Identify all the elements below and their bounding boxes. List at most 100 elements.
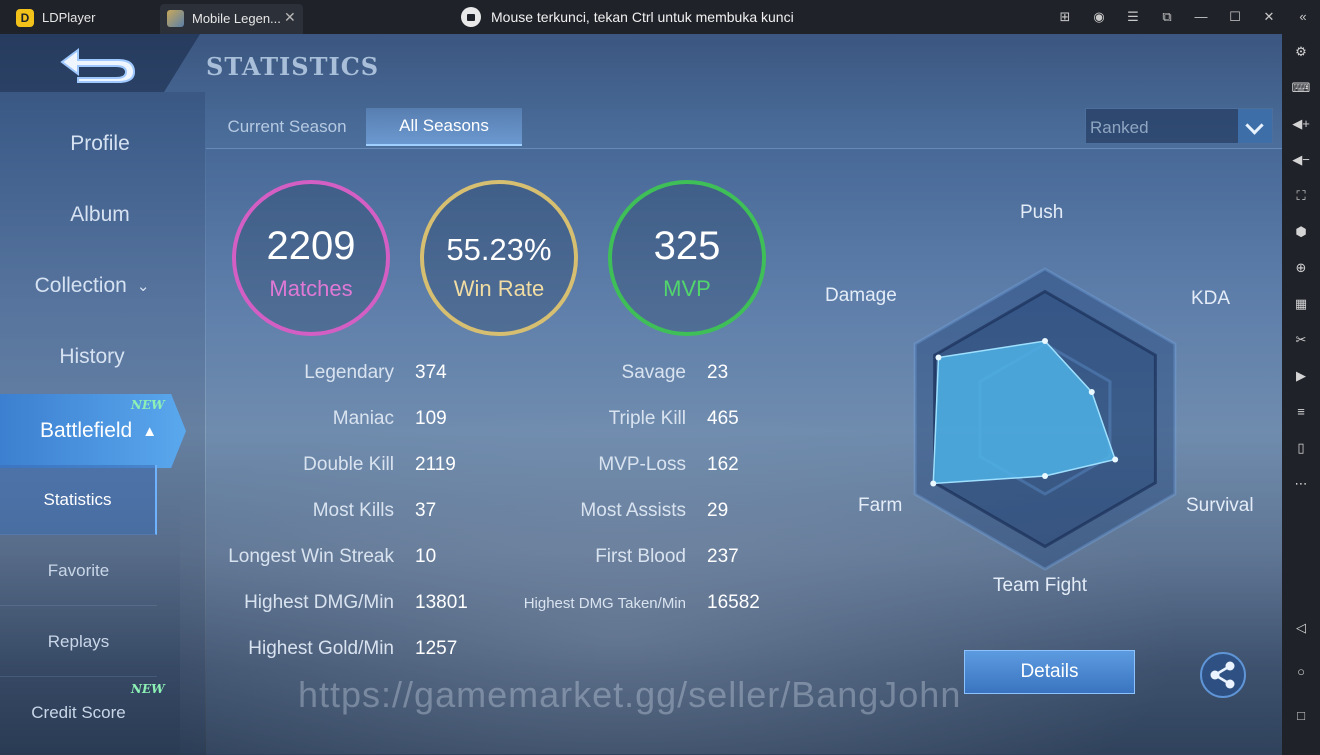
stat-value: 109 <box>415 408 447 429</box>
scissors-icon[interactable]: ✂ <box>1295 332 1307 347</box>
nav-label: Profile <box>70 132 130 155</box>
stat-value: 2119 <box>415 454 456 475</box>
stat-label: Highest DMG/Min <box>244 592 394 613</box>
stat-label: Highest DMG Taken/Min <box>523 595 686 612</box>
nav-item-album[interactable]: Album <box>0 185 200 245</box>
app-name: LDPlayer <box>42 10 96 25</box>
stat-label: Highest Gold/Min <box>248 638 394 659</box>
radar-point-team-fight <box>1042 473 1048 479</box>
volume-down-icon[interactable]: ◀− <box>1292 152 1310 167</box>
collapse-icon[interactable]: « <box>1299 9 1307 24</box>
win-rate-value: 55.23% <box>446 232 552 267</box>
stat-label: Maniac <box>332 408 394 429</box>
gift-icon[interactable]: ⊞ <box>1059 9 1071 24</box>
nav-subitem-replays[interactable]: Replays <box>0 607 157 677</box>
stat-value: 13801 <box>415 592 468 613</box>
nav-label: Replays <box>47 631 110 651</box>
ldplayer-logo-icon: D <box>16 9 34 27</box>
game-thumbnail-icon <box>167 10 184 27</box>
radar-point-survival <box>1112 456 1119 463</box>
tab-current-season[interactable]: Current Season <box>227 117 347 136</box>
stat-label: Legendary <box>304 362 394 383</box>
nav-label: History <box>59 345 125 368</box>
nav-item-profile[interactable]: Profile <box>0 114 200 174</box>
mvp-ring: 325 MVP <box>608 180 766 336</box>
win-rate-ring: 55.23% Win Rate <box>420 180 578 336</box>
stat-label: Most Assists <box>580 500 686 521</box>
back-nav-icon[interactable]: ◁ <box>1296 620 1306 635</box>
stat-value: 37 <box>415 500 437 521</box>
radar-axis-label: Team Fight <box>993 575 1087 596</box>
nav-subitem-credit-score[interactable]: Credit Score <box>0 678 157 748</box>
mouse-lock-message: Mouse terkunci, tekan Ctrl untuk membuka… <box>491 9 794 25</box>
stat-value: 465 <box>707 408 739 429</box>
radar-point-push <box>1042 338 1048 344</box>
emulator-side-toolbar: ⚙ ⌨ ◀+ ◀− ⛶ ⬢ ⊕ ▦ ✂ ▶ ≡ ▯ ⋯ ◁ ○ □ <box>1282 34 1320 755</box>
sync-icon[interactable]: ≡ <box>1297 404 1305 419</box>
share-button[interactable] <box>1200 652 1246 698</box>
multi-instance-icon[interactable]: ⊕ <box>1295 260 1307 275</box>
mvp-value: 325 <box>653 224 721 268</box>
recent-apps-icon[interactable]: □ <box>1297 708 1305 723</box>
nav-label: Battlefield <box>40 419 133 442</box>
nav-label: Credit Score <box>31 703 126 722</box>
nav-subitem-favorite[interactable]: Favorite <box>0 536 157 606</box>
tab-all-seasons[interactable]: All Seasons <box>366 108 522 146</box>
nav-label: Album <box>70 203 130 226</box>
matches-label: Matches <box>269 276 353 301</box>
radar-axis-label: Damage <box>825 285 897 306</box>
shake-icon[interactable]: ▯ <box>1297 440 1305 455</box>
radar-point-farm <box>930 480 937 487</box>
minimize-icon[interactable]: — <box>1194 9 1208 24</box>
nav-subitem-statistics[interactable]: Statistics <box>0 465 157 535</box>
stat-value: 16582 <box>707 592 760 613</box>
keyboard-icon[interactable]: ⌨ <box>1291 80 1311 95</box>
radar-axis-label: Push <box>1020 202 1064 223</box>
stat-label: Triple Kill <box>608 408 686 429</box>
back-arrow-icon[interactable] <box>58 42 138 86</box>
stat-value: 29 <box>707 500 729 521</box>
share-icon <box>1210 661 1235 689</box>
tab-close-icon[interactable]: ✕ <box>284 9 296 25</box>
chevron-down-icon[interactable] <box>1238 109 1272 143</box>
resize-icon[interactable]: ⧉ <box>1162 9 1172 24</box>
radar-point-damage <box>935 354 942 361</box>
mode-select-value: Ranked <box>1090 118 1149 137</box>
watermark-text: https://gamemarket.gg/seller/BangJohn <box>298 674 962 715</box>
stat-value: 10 <box>415 546 437 567</box>
stat-label: Longest Win Streak <box>228 546 394 567</box>
win-rate-label: Win Rate <box>453 276 545 301</box>
more-icon[interactable]: ⋯ <box>1294 476 1308 491</box>
stat-label: First Blood <box>595 546 686 567</box>
radar-axis-label: Farm <box>858 495 903 516</box>
record-video-icon[interactable]: ▶ <box>1296 368 1306 383</box>
account-icon[interactable]: ◉ <box>1093 9 1105 24</box>
volume-up-icon[interactable]: ◀+ <box>1292 116 1310 131</box>
radar-axis-label: Survival <box>1186 495 1254 516</box>
operation-record-icon[interactable]: ▦ <box>1294 296 1308 311</box>
tab-label: Mobile Legen... <box>192 11 280 26</box>
mvp-label: MVP <box>663 276 711 301</box>
nav-item-history[interactable]: History <box>0 327 192 387</box>
maximize-icon[interactable]: ☐ <box>1229 9 1241 24</box>
page-title: STATISTICS <box>206 52 380 81</box>
stat-value: 237 <box>707 546 739 567</box>
mode-select[interactable]: Ranked <box>1085 108 1273 144</box>
stat-value: 23 <box>707 362 729 383</box>
settings-icon[interactable]: ⚙ <box>1295 44 1307 59</box>
nav-item-battlefield[interactable]: Battlefield ▲ <box>0 394 186 468</box>
nav-label: Statistics <box>43 489 112 509</box>
window-controls: ⊞ ◉ ☰ ⧉ — ☐ ✕ « <box>1048 0 1320 34</box>
stat-label: MVP-Loss <box>598 454 686 475</box>
menu-icon[interactable]: ☰ <box>1127 9 1139 24</box>
screenshot-icon[interactable]: ⛶ <box>1296 188 1306 203</box>
matches-ring: 2209 Matches <box>232 180 390 336</box>
nav-label: Favorite <box>47 560 110 580</box>
home-nav-icon[interactable]: ○ <box>1297 664 1305 679</box>
stat-value: 374 <box>415 362 447 383</box>
close-icon[interactable]: ✕ <box>1263 9 1275 24</box>
install-apk-icon[interactable]: ⬢ <box>1295 224 1307 239</box>
tab-mobile-legends[interactable]: Mobile Legen... ✕ <box>160 4 303 34</box>
nav-item-collection[interactable]: Collection ⌄ <box>0 256 192 316</box>
details-button[interactable]: Details <box>964 650 1135 694</box>
